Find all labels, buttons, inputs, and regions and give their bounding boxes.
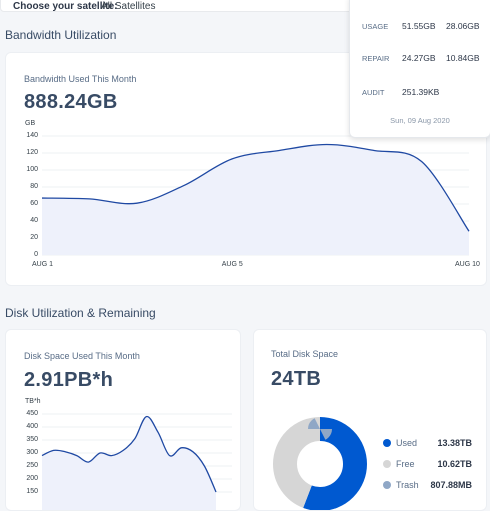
disk-space-card: Disk Space Used This Month 2.91PB*h TB*h… (5, 329, 241, 511)
bandwidth-area-fill (42, 145, 469, 256)
tooltip-row-value-1: 51.55GB (402, 21, 436, 31)
tooltip-date: Sun, 09 Aug 2020 (350, 116, 490, 125)
legend-value: 10.62TB (412, 459, 472, 469)
legend-dot-trash (383, 481, 391, 489)
disk-section-title: Disk Utilization & Remaining (5, 306, 156, 320)
legend-dot-free (383, 460, 391, 468)
legend-dot-used (383, 439, 391, 447)
tooltip-row-label: REPAIR (362, 54, 389, 63)
tooltip-row-value-1: 24.27GB (402, 53, 436, 63)
tooltip-row-value-2: 28.06GB (446, 21, 480, 31)
legend-value: 13.38TB (412, 438, 472, 448)
tooltip-row-value-1: 251.39KB (402, 87, 439, 97)
disk-chart[interactable] (6, 330, 240, 510)
legend-value: 807.88MB (412, 480, 472, 490)
tooltip-row-label: USAGE (362, 22, 388, 31)
tooltip-row-value-2: 10.84GB (446, 53, 480, 63)
disk-area-fill (42, 417, 216, 510)
bandwidth-section-title: Bandwidth Utilization (5, 28, 116, 42)
tooltip-row-label: AUDIT (362, 88, 385, 97)
satellite-selector[interactable]: Choose your satellite: All Satellites (0, 0, 362, 12)
chart-tooltip: USAGE 51.55GB 28.06GB REPAIR 24.27GB 10.84GB A… (349, 0, 490, 138)
satellite-selector-value[interactable]: All Satellites (101, 1, 155, 12)
